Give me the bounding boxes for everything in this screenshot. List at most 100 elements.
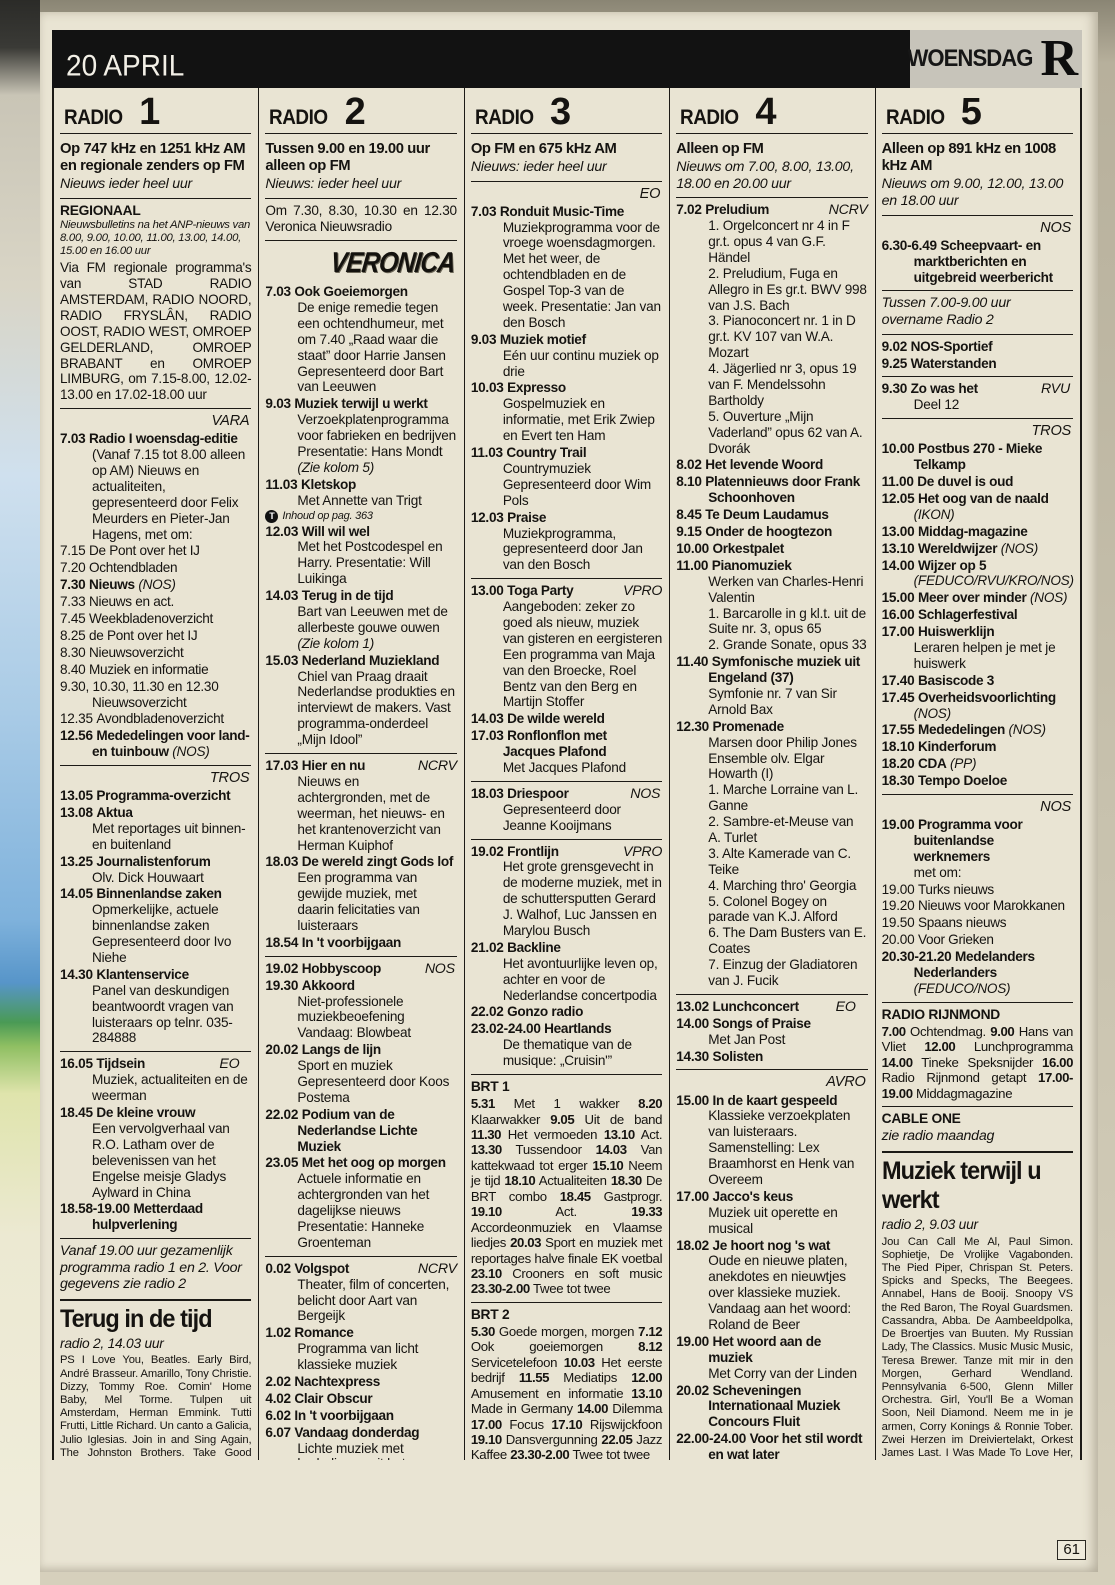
program-line: 8.02 Het levende Woord (676, 457, 867, 473)
page-number: 61 (1057, 1540, 1086, 1560)
program-line: 17.55 Mededelingen (NOS) (882, 722, 1073, 738)
program-title: Radio I woensdag-editie (89, 431, 238, 447)
frequency-note: Tussen 9.00 en 19.00 uur alleen op FM (265, 140, 430, 175)
program-entry: 8.40 Muziek en informatie (60, 662, 251, 678)
program-title: In 't voorbijgaan (301, 934, 402, 950)
program-entry: 17.55 Mededelingen (NOS) (882, 722, 1073, 738)
program-entry: 22.02 Podium van de Nederlandse Lichte M… (265, 1107, 456, 1155)
program-time: 14.30 (676, 1048, 709, 1064)
program-line: NCRV 17.03 Hier en nu (265, 758, 457, 774)
news-note: Vanaf 19.00 uur gezamenlijk programma ra… (60, 1243, 242, 1293)
program-title: Volgspot (294, 1260, 350, 1276)
program-title: Praise (507, 509, 547, 525)
program-entry: 8.45 Te Deum Laudamus (676, 507, 867, 523)
section-rule (470, 1074, 663, 1075)
program-network-suffix: (NOS) (138, 577, 176, 593)
program-description: Olv. Dick Houwaart (92, 869, 204, 885)
info-text: Om 7.30, 8.30, 10.30 en 12.30 Veronica N… (265, 203, 457, 234)
program-line: 6.02 In 't voorbijgaan (265, 1408, 456, 1424)
program-time: 18.10 (881, 739, 915, 755)
program-network-suffix: (NOS) (913, 705, 952, 721)
program-description: Panel van deskundigen beantwoordt vragen… (92, 982, 234, 1046)
program-description: Nieuws en achtergronden, met de weerman,… (297, 773, 445, 853)
program-entry: 18.58-19.00 Metterdaad hulpverlening (60, 1201, 251, 1233)
program-description: 3. Pianoconcert nr. 1 in D gr.t. KV 107 … (708, 313, 856, 361)
program-time: 18.54 (265, 934, 299, 950)
program-title: Country Trail (506, 445, 587, 461)
station-column-5: RADIO 5 Alleen op 891 kHz en 1008 kHz AM Ni… (876, 88, 1080, 1460)
section-rule (470, 780, 663, 782)
program-entry: 6.30-6.49 Scheepvaart- en marktberichten… (882, 238, 1073, 286)
program-description: Met Corry van der Linden (708, 1365, 857, 1381)
program-title: Aktua (96, 805, 133, 821)
program-line: 15.00 Meer over minder (NOS) (882, 590, 1073, 606)
program-time: 23.02-24.00 (470, 1021, 541, 1037)
program-time: 7.03 (60, 431, 86, 447)
program-line: 14.03 Terug in de tijd (265, 588, 456, 604)
bulletin-note: Nieuwsbulletins na het ANP-nieuws van 8.… (60, 219, 251, 258)
program-line: 7.45 Weekbladenoverzicht (60, 611, 251, 627)
program-description: Vandaag: Blowbeat (297, 1025, 411, 1041)
program-description: Met Jan Post (708, 1031, 786, 1047)
program-line: 13.08 Aktua (60, 805, 251, 821)
program-line: 8.40 Muziek en informatie (60, 662, 251, 678)
program-title: Ronflonflon met Jacques Plafond (502, 728, 607, 760)
program-title: Jacco's keus (712, 1188, 794, 1204)
program-time: 22.02 (470, 1004, 504, 1020)
program-time: 16.05 (60, 1056, 93, 1072)
broadcaster-label: VARA (211, 413, 250, 430)
program-entry: 18.45 De kleine vrouw Een vervolgverhaal … (60, 1105, 251, 1200)
section-rule (881, 418, 1074, 420)
program-line: 18.20 CDA (PP) (882, 756, 1073, 772)
program-title: Voor Grieken (917, 932, 994, 948)
program-title: De duvel is oud (917, 474, 1014, 490)
program-description: Chiel van Praag draait Nederlandse produ… (297, 668, 455, 748)
program-line: 18.02 Je hoort nog 's wat (676, 1238, 867, 1254)
program-description: Presentatie: Hanneke Groenteman (297, 1218, 425, 1250)
program-title: Orkestpalet (712, 540, 785, 556)
broadcaster-label: NOS (1040, 219, 1072, 236)
program-title: Wereldwijzer (917, 540, 998, 556)
program-time: 20.02 (265, 1042, 299, 1058)
program-title: Overheidsvoorlichting (917, 689, 1056, 705)
program-title: De wilde wereld (507, 711, 605, 727)
program-title: Ochtendbladen (89, 560, 178, 576)
program-title: Driespoor (507, 785, 569, 801)
program-time: 16.00 (881, 607, 915, 623)
section-rule-thick (60, 1299, 252, 1301)
program-line: 12.05 Het oog van de naald (IKON) (882, 491, 1073, 523)
program-entry: 11.40 Symfonische muziek uit Engeland (3… (676, 654, 867, 718)
program-line: 9.15 Onder de hoogtezon (676, 524, 867, 540)
t-note: T Inhoud op pag. 363 (265, 509, 456, 523)
section-rule (265, 239, 457, 241)
song-list: Jou Can Call Me Al, Paul Simon. Sophietj… (881, 1235, 1074, 1460)
program-description: (Zie kolom 5) (297, 459, 375, 475)
section-rule (470, 578, 663, 580)
program-entry: 7.20 Ochtendbladen (60, 560, 251, 576)
program-title: Schlagerfestival (917, 607, 1018, 623)
program-entry: 12.03 Will wil wel Met het Postcodespel e… (265, 524, 456, 588)
program-network: VPRO (623, 583, 663, 600)
program-description: Met Jacques Plafond (502, 759, 626, 775)
program-time: 7.30 (60, 577, 86, 593)
program-title: Spaans nieuws (917, 915, 1007, 931)
program-time: 12.03 (470, 509, 504, 525)
program-entry: 15.03 Nederland Muziekland Chiel van Praa… (265, 653, 456, 748)
program-line: 7.33 Nieuws en act. (60, 594, 251, 610)
program-title: Te Deum Laudamus (705, 507, 829, 523)
section-rule (60, 1238, 252, 1240)
program-line: 9.30, 10.30, 11.30 en 12.30 Nieuwsoverzi… (60, 679, 251, 711)
program-time: 18.58-19.00 (60, 1201, 130, 1217)
frequency-note: Alleen op FM (676, 140, 764, 157)
program-time: 11.00 (676, 557, 709, 573)
program-time: 19.20 (881, 898, 915, 914)
section-rule (676, 1069, 868, 1071)
program-line: 23.02-24.00 Heartlands (471, 1021, 662, 1037)
adjacent-page-photo-edge (0, 0, 40, 1585)
program-time: 19.00 (881, 817, 915, 833)
news-note: zie radio maandag (881, 1128, 995, 1145)
program-title: Promenade (712, 718, 785, 734)
program-title: Weekbladenoverzicht (89, 611, 214, 627)
program-time: 7.03 (265, 284, 291, 300)
news-note: Tussen 7.00-9.00 uur overname Radio 2 (881, 295, 1011, 329)
